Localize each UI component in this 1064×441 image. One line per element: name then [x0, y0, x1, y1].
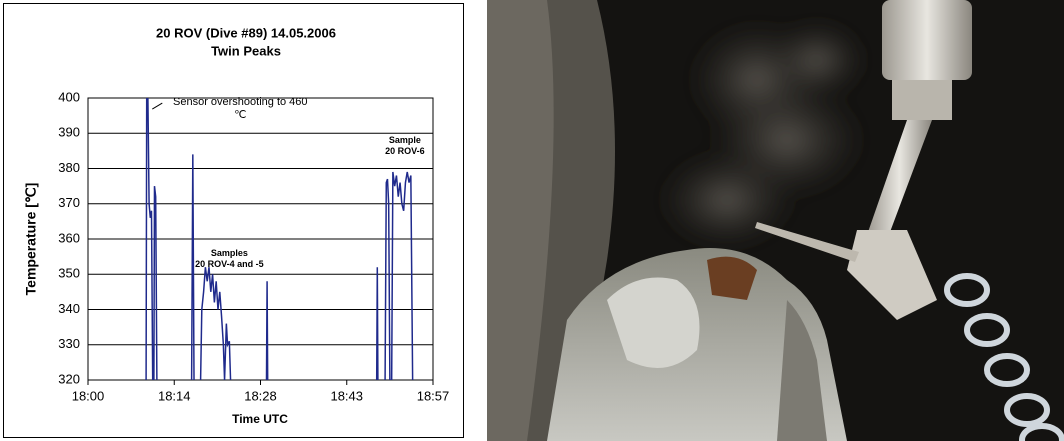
- annotation: Sample 20 ROV-6: [385, 135, 425, 157]
- y-tick-label: 340: [58, 301, 80, 316]
- y-tick-label: 400: [58, 89, 80, 104]
- annotation-leader: [152, 102, 163, 110]
- rov-photo: [487, 0, 1064, 441]
- x-axis-label: Time UTC: [232, 412, 288, 426]
- x-tick-label: 18:57: [417, 388, 450, 403]
- y-axis-label: Temperature [℃]: [23, 183, 39, 296]
- x-tick-label: 18:28: [244, 388, 277, 403]
- chart-subtitle: Twin Peaks: [211, 43, 281, 58]
- y-tick-label: 370: [58, 195, 80, 210]
- x-tick-label: 18:14: [158, 388, 191, 403]
- y-tick-label: 380: [58, 160, 80, 175]
- y-tick-label: 350: [58, 266, 80, 281]
- chart: 20 ROV (Dive #89) 14.05.2006 Twin Peaks …: [3, 3, 464, 438]
- y-tick-label: 390: [58, 125, 80, 140]
- x-tick-label: 18:00: [72, 388, 105, 403]
- chart-title: 20 ROV (Dive #89) 14.05.2006: [156, 25, 336, 40]
- x-tick-label: 18:43: [330, 388, 363, 403]
- plot-border: [87, 97, 434, 381]
- y-tick-label: 330: [58, 336, 80, 351]
- data-line: [145, 98, 414, 380]
- annotation: Samples 20 ROV-4 and -5: [195, 248, 264, 270]
- y-tick-label: 320: [58, 371, 80, 386]
- y-tick-label: 360: [58, 230, 80, 245]
- annotation: Sensor overshooting to 460 ℃: [173, 96, 308, 122]
